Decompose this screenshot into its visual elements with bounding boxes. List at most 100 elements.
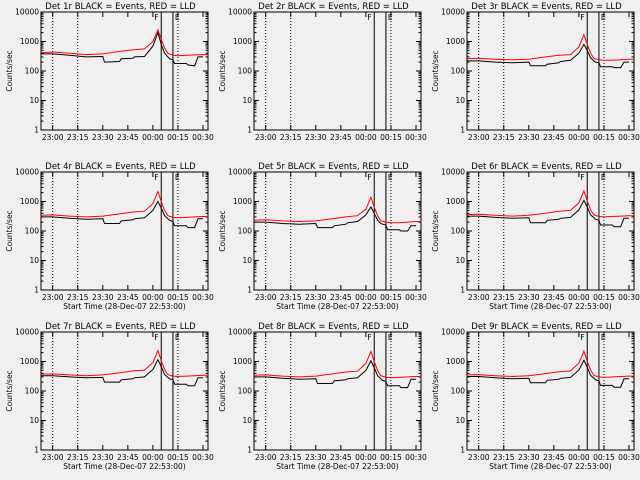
x-tick-label: 23:30: [518, 453, 540, 462]
y-tick-label: 1000: [20, 357, 39, 366]
x-tick-label: 00:15: [593, 293, 615, 302]
x-tick-label: 23:00: [42, 293, 64, 302]
x-tick-label: 00:15: [167, 453, 189, 462]
panel-title: Det 8r BLACK = Events, RED = LLD: [258, 322, 409, 332]
x-tick-label: 23:15: [493, 453, 515, 462]
marker-label: E: [388, 173, 393, 182]
panel-title: Det 7r BLACK = Events, RED = LLD: [45, 322, 196, 332]
panel-title: Det 4r BLACK = Events, RED = LLD: [45, 162, 196, 172]
x-tick-label: 00:15: [593, 133, 615, 142]
plot-frame: [466, 171, 635, 291]
x-tick-label: 00:00: [142, 453, 164, 462]
events-series-line: [467, 359, 629, 388]
x-tick-label: 23:30: [305, 453, 327, 462]
y-axis-label: Counts/sec: [5, 210, 14, 251]
marker-label: E: [601, 13, 606, 22]
x-tick-label: 00:30: [618, 453, 640, 462]
y-tick-label: 100: [25, 387, 40, 396]
plot-frame: [40, 331, 209, 451]
x-tick-label: 23:00: [468, 453, 490, 462]
marker-label: F: [154, 13, 158, 22]
lld-series-line: [40, 189, 208, 219]
y-tick-label: 1: [247, 446, 252, 455]
x-tick-label: 00:30: [192, 293, 214, 302]
panel-6: Det 6r BLACK = Events, RED = LLD 1 10 100 10…: [431, 162, 640, 311]
x-tick-label: 23:15: [493, 293, 515, 302]
y-tick-label: 1000: [233, 37, 252, 46]
x-tick-label: 23:15: [280, 133, 302, 142]
x-tick-label: 00:00: [568, 293, 590, 302]
events-series-line: [254, 359, 416, 389]
plot-frame: [466, 331, 635, 451]
x-axis-label: Start Time (28-Dec-07 22:53:00): [63, 462, 185, 471]
y-tick-label: 1000: [20, 197, 39, 206]
y-tick-label: 10: [455, 256, 465, 265]
y-axis-label: Counts/sec: [218, 210, 227, 251]
y-tick-label: 10: [29, 256, 39, 265]
y-tick-label: 10000: [228, 168, 252, 177]
plot-frame: [40, 171, 209, 291]
panel-5: Det 5r BLACK = Events, RED = LLD 1 10 100 10…: [218, 162, 427, 311]
x-axis-label: Start Time (28-Dec-07 22:53:00): [63, 302, 185, 311]
lld-series-line: [40, 349, 208, 378]
y-tick-label: 100: [25, 67, 40, 76]
panel-2: Det 2r BLACK = Events, RED = LLD 1 10 100 10…: [218, 2, 427, 142]
marker-label: E: [175, 333, 180, 342]
events-series-line: [41, 358, 203, 387]
panel-9: Det 9r BLACK = Events, RED = LLD 1 10 100 10…: [431, 322, 640, 471]
x-tick-label: 23:15: [67, 133, 89, 142]
panel-1: Det 1r BLACK = Events, RED = LLD 1 10 100 10…: [5, 2, 214, 142]
x-tick-label: 23:00: [255, 293, 277, 302]
y-tick-label: 10: [29, 416, 39, 425]
y-tick-label: 1000: [20, 37, 39, 46]
x-tick-label: 23:45: [543, 133, 565, 142]
y-tick-label: 100: [238, 387, 253, 396]
marker-label: F: [367, 173, 371, 182]
lld-series-line: [466, 33, 634, 61]
x-tick-label: 00:00: [355, 133, 377, 142]
marker-label: F: [580, 333, 584, 342]
x-tick-label: 23:45: [330, 133, 352, 142]
plot-frame: [253, 171, 422, 291]
x-tick-label: 23:15: [67, 293, 89, 302]
panel-title: Det 9r BLACK = Events, RED = LLD: [471, 322, 622, 332]
y-tick-label: 1: [34, 126, 39, 135]
x-tick-label: 00:00: [355, 293, 377, 302]
x-tick-label: 23:30: [92, 293, 114, 302]
y-tick-label: 100: [238, 227, 253, 236]
x-tick-label: 00:15: [167, 293, 189, 302]
marker-label: F: [154, 173, 158, 182]
marker-label: F: [367, 333, 371, 342]
x-tick-label: 23:45: [543, 453, 565, 462]
x-tick-label: 00:30: [405, 293, 427, 302]
y-tick-label: 1000: [233, 197, 252, 206]
marker-label: F: [154, 333, 158, 342]
x-tick-label: 00:00: [568, 133, 590, 142]
x-tick-label: 23:30: [518, 293, 540, 302]
y-tick-label: 10000: [441, 8, 465, 17]
plot-frame: [466, 11, 635, 131]
y-axis-label: Counts/sec: [431, 50, 440, 91]
x-tick-label: 23:30: [305, 293, 327, 302]
y-axis-label: Counts/sec: [5, 50, 14, 91]
x-tick-label: 00:15: [167, 133, 189, 142]
events-series-line: [254, 206, 416, 232]
marker-label: E: [601, 173, 606, 182]
x-tick-label: 23:15: [280, 453, 302, 462]
x-tick-label: 23:15: [493, 133, 515, 142]
x-tick-label: 00:00: [142, 293, 164, 302]
x-tick-label: 00:30: [192, 133, 214, 142]
x-axis-label: Start Time (28-Dec-07 22:53:00): [489, 462, 611, 471]
y-tick-label: 1: [460, 286, 465, 295]
events-series-line: [467, 43, 629, 69]
x-axis-label: Start Time (28-Dec-07 22:53:00): [276, 462, 398, 471]
y-tick-label: 1000: [233, 357, 252, 366]
y-tick-label: 10: [455, 416, 465, 425]
y-tick-label: 100: [238, 67, 253, 76]
panel-title: Det 5r BLACK = Events, RED = LLD: [258, 162, 409, 172]
y-tick-label: 10000: [441, 328, 465, 337]
panel-title: Det 1r BLACK = Events, RED = LLD: [45, 2, 196, 12]
x-tick-label: 00:00: [355, 453, 377, 462]
lld-series-line: [466, 349, 634, 378]
x-tick-label: 00:00: [142, 133, 164, 142]
